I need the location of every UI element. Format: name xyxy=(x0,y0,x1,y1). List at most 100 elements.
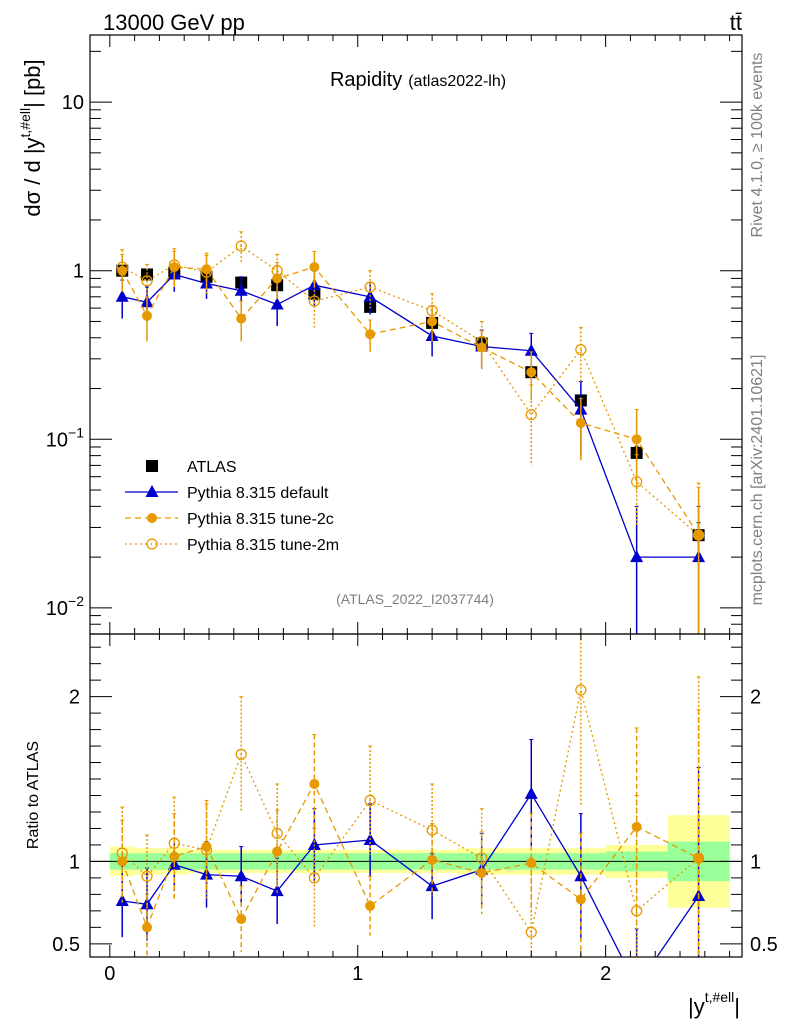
ratio-y-tick-label-right: 2 xyxy=(750,687,761,709)
ratio-point xyxy=(426,824,438,836)
data-point xyxy=(365,329,376,340)
ratio-frame xyxy=(89,633,743,958)
legend-marker xyxy=(145,485,159,497)
data-point xyxy=(234,283,248,296)
legend-label: Pythia 8.315 default xyxy=(187,485,329,502)
data-point xyxy=(271,265,283,277)
ratio-point xyxy=(364,794,376,807)
ratio-y-tick-label-right: 0.5 xyxy=(750,934,778,956)
data-point xyxy=(692,529,705,541)
chart-subtitle: (atlas2022-lh) xyxy=(408,73,506,90)
ratio-point xyxy=(271,827,283,840)
legend-label: Pythia 8.315 tune-2m xyxy=(187,537,339,554)
ratio-line xyxy=(121,782,699,930)
data-point xyxy=(476,342,487,353)
data-point xyxy=(141,275,153,287)
y-tick-label: 10−1 xyxy=(46,424,84,451)
axis-ticks: 0 1 2 10−2 10−1 1 10 0.5 0.5 1 1 2 2 xyxy=(46,35,778,985)
ratio-point xyxy=(575,684,587,696)
data-point xyxy=(476,335,488,348)
ratio-point xyxy=(117,856,128,867)
x-tick-label: 2 xyxy=(600,963,611,985)
legend-item: Pythia 8.315 tune-2c xyxy=(125,511,334,528)
legend-label: Pythia 8.315 tune-2c xyxy=(187,511,334,528)
ratio-point xyxy=(365,900,376,911)
data-point xyxy=(427,316,438,327)
data-point xyxy=(426,304,438,317)
mcplots-label: mcplots.cern.ch [arXiv:2401.10621] xyxy=(749,355,766,606)
ratio-uncertainty-bands xyxy=(90,815,742,908)
chart-title: Rapidity (atlas2022-lh) xyxy=(330,69,506,91)
data-point xyxy=(116,261,128,273)
data-point xyxy=(308,295,321,307)
y-tick-label: 1 xyxy=(73,261,84,283)
ratio-y-tick-label-right: 1 xyxy=(750,851,761,873)
y-tick-label: 10−2 xyxy=(46,593,84,620)
ratio-series-pythia-8-315-tune-2c xyxy=(117,709,704,957)
legend-item: Pythia 8.315 default xyxy=(125,485,329,502)
ratio-series-pythia-8-315-tune-2m xyxy=(116,634,705,957)
ratio-point xyxy=(115,893,129,906)
ratio-ylabel: Ratio to ATLAS xyxy=(25,741,42,849)
chart-title-main: Rapidity xyxy=(330,69,402,91)
ratio-point xyxy=(524,786,538,799)
data-point xyxy=(630,550,644,563)
data-point xyxy=(575,344,587,356)
ratio-line xyxy=(122,792,700,957)
data-point xyxy=(236,313,247,324)
ratio-point xyxy=(272,846,283,857)
ratio-line xyxy=(121,689,700,934)
ratio-point xyxy=(308,872,321,884)
ratio-point xyxy=(427,854,438,865)
ratio-point xyxy=(692,852,705,864)
ratio-point xyxy=(235,748,247,760)
ratio-point xyxy=(200,844,213,856)
ratio-point xyxy=(575,894,586,905)
ratio-point xyxy=(525,926,537,938)
data-point xyxy=(575,417,586,428)
ratio-point xyxy=(425,879,439,892)
data-point xyxy=(525,408,537,421)
data-point xyxy=(270,297,284,310)
ratio-point xyxy=(309,778,320,789)
legend-item: Pythia 8.315 tune-2m xyxy=(125,537,339,554)
main-ylabel: dσ / d |yt,#ell| [pb] xyxy=(17,59,45,216)
beam-label: 13000 GeV pp xyxy=(103,10,245,35)
data-point xyxy=(630,476,643,488)
ratio-point xyxy=(234,869,248,882)
series-line xyxy=(121,266,700,536)
ratio-point xyxy=(307,837,321,850)
data-point xyxy=(526,367,537,378)
data-point xyxy=(235,240,247,252)
data-point xyxy=(168,259,180,271)
data-point xyxy=(364,281,376,293)
data-point xyxy=(142,310,153,321)
ratio-y-tick-label: 1 xyxy=(69,851,80,873)
legend-item: ATLAS xyxy=(146,459,237,476)
analysis-label: (ATLAS_2022_I2037744) xyxy=(336,591,494,607)
legend-marker xyxy=(146,460,158,472)
legend-marker xyxy=(146,538,158,550)
ratio-panel-series xyxy=(115,634,706,957)
ratio-point xyxy=(169,851,180,862)
ratio-point xyxy=(142,922,153,933)
data-point xyxy=(115,289,129,302)
y-tick-label: 10 xyxy=(62,92,84,114)
legend-label: ATLAS xyxy=(187,459,237,476)
legend: ATLAS Pythia 8.315 default Pythia 8.315 tu… xyxy=(125,459,339,554)
data-point xyxy=(631,434,642,445)
ratio-y-tick-label: 0.5 xyxy=(52,934,80,956)
ratio-point xyxy=(236,914,247,925)
ratio-point xyxy=(270,884,284,897)
series-pythia-8-315-tune-2m xyxy=(116,231,705,634)
x-tick-label: 1 xyxy=(352,963,363,985)
ratio-point xyxy=(141,870,153,882)
ratio-y-tick-label: 2 xyxy=(69,687,80,709)
series-line xyxy=(122,273,699,558)
data-point xyxy=(309,262,320,273)
series-atlas xyxy=(116,264,705,551)
legend-marker xyxy=(147,513,157,523)
ratio-point xyxy=(630,905,643,917)
data-point xyxy=(200,266,213,278)
